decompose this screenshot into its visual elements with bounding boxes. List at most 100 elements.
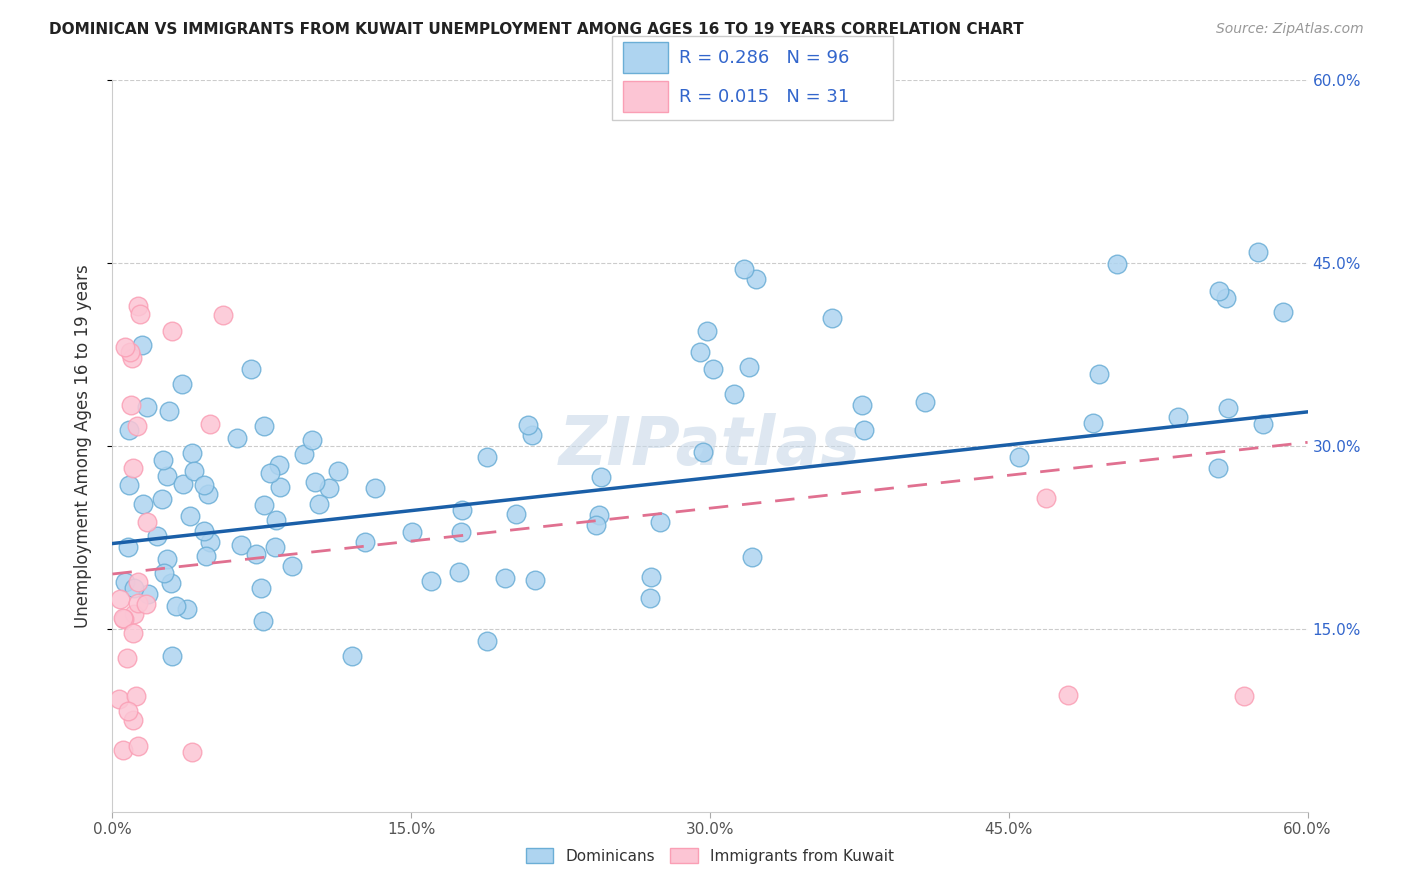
FancyBboxPatch shape xyxy=(623,81,668,112)
Point xyxy=(172,476,194,491)
Point xyxy=(588,508,610,522)
Point xyxy=(689,345,711,359)
Point xyxy=(114,574,136,589)
Point xyxy=(127,739,149,753)
Point xyxy=(159,576,181,591)
Point xyxy=(744,272,766,286)
Point xyxy=(1208,284,1230,298)
Point xyxy=(122,607,145,622)
Point xyxy=(226,431,249,445)
Point xyxy=(121,461,143,475)
Point xyxy=(401,525,423,540)
Point xyxy=(117,540,139,554)
Point xyxy=(117,651,139,665)
Point xyxy=(1272,305,1295,319)
Point xyxy=(124,581,146,595)
Point xyxy=(183,464,205,478)
Point xyxy=(245,547,267,561)
Point xyxy=(111,743,134,757)
Point xyxy=(172,377,194,392)
Point xyxy=(127,574,149,589)
Point xyxy=(447,565,470,579)
Point xyxy=(505,507,527,521)
Point xyxy=(125,419,148,434)
Point xyxy=(117,704,139,718)
Text: DOMINICAN VS IMMIGRANTS FROM KUWAIT UNEMPLOYMENT AMONG AGES 16 TO 19 YEARS CORRE: DOMINICAN VS IMMIGRANTS FROM KUWAIT UNEM… xyxy=(49,22,1024,37)
Text: R = 0.015   N = 31: R = 0.015 N = 31 xyxy=(679,87,849,105)
Point xyxy=(264,540,287,554)
Point xyxy=(136,587,159,601)
Point xyxy=(176,601,198,615)
Point xyxy=(340,648,363,663)
Point xyxy=(253,418,276,433)
Point xyxy=(450,525,472,540)
Point xyxy=(112,611,135,625)
Point xyxy=(194,549,217,563)
Point xyxy=(264,513,287,527)
Point xyxy=(301,433,323,447)
Point xyxy=(591,470,613,484)
Point xyxy=(1215,291,1237,305)
Legend: Dominicans, Immigrants from Kuwait: Dominicans, Immigrants from Kuwait xyxy=(520,842,900,870)
Point xyxy=(118,345,141,359)
Point xyxy=(134,597,156,611)
Point xyxy=(250,582,273,596)
Point xyxy=(145,529,167,543)
Point xyxy=(354,535,377,549)
Point xyxy=(156,469,179,483)
Point xyxy=(494,571,516,585)
Point xyxy=(1251,417,1274,431)
Point xyxy=(477,634,499,648)
Point xyxy=(160,324,183,338)
Point xyxy=(1233,690,1256,704)
FancyBboxPatch shape xyxy=(612,36,893,120)
Point xyxy=(128,307,150,321)
Point xyxy=(181,745,204,759)
Point xyxy=(112,612,135,626)
Point xyxy=(121,713,143,727)
Point xyxy=(193,524,215,539)
Point xyxy=(851,398,873,412)
Point xyxy=(122,625,145,640)
Point xyxy=(270,480,292,494)
Point xyxy=(292,447,315,461)
Point xyxy=(852,423,875,437)
Point xyxy=(648,516,671,530)
Point xyxy=(308,497,330,511)
Point xyxy=(152,453,174,467)
Point xyxy=(281,558,304,573)
Point xyxy=(193,478,215,492)
Point xyxy=(475,450,498,464)
Point xyxy=(585,518,607,533)
Point xyxy=(114,340,136,354)
Point xyxy=(723,387,745,401)
Point xyxy=(131,338,153,352)
Point xyxy=(524,573,547,587)
Point xyxy=(132,498,155,512)
Point xyxy=(1008,450,1031,465)
Point xyxy=(520,427,543,442)
Point xyxy=(738,360,761,375)
Point xyxy=(1035,491,1057,505)
Point xyxy=(640,570,662,584)
Text: R = 0.286   N = 96: R = 0.286 N = 96 xyxy=(679,49,849,67)
Point xyxy=(197,487,219,501)
Point xyxy=(1056,689,1078,703)
Point xyxy=(364,481,387,495)
Point xyxy=(160,648,183,663)
Point xyxy=(1216,401,1239,416)
Point xyxy=(741,550,763,565)
Point xyxy=(318,481,340,495)
Point xyxy=(696,324,718,338)
Point xyxy=(157,404,180,418)
Point xyxy=(1087,367,1109,381)
Point xyxy=(451,503,474,517)
Point xyxy=(1107,257,1129,271)
Point xyxy=(181,445,204,459)
Point xyxy=(198,535,221,549)
Point xyxy=(153,566,176,580)
Point xyxy=(517,417,540,432)
Point xyxy=(702,361,724,376)
Point xyxy=(239,362,262,376)
Point xyxy=(252,614,274,628)
